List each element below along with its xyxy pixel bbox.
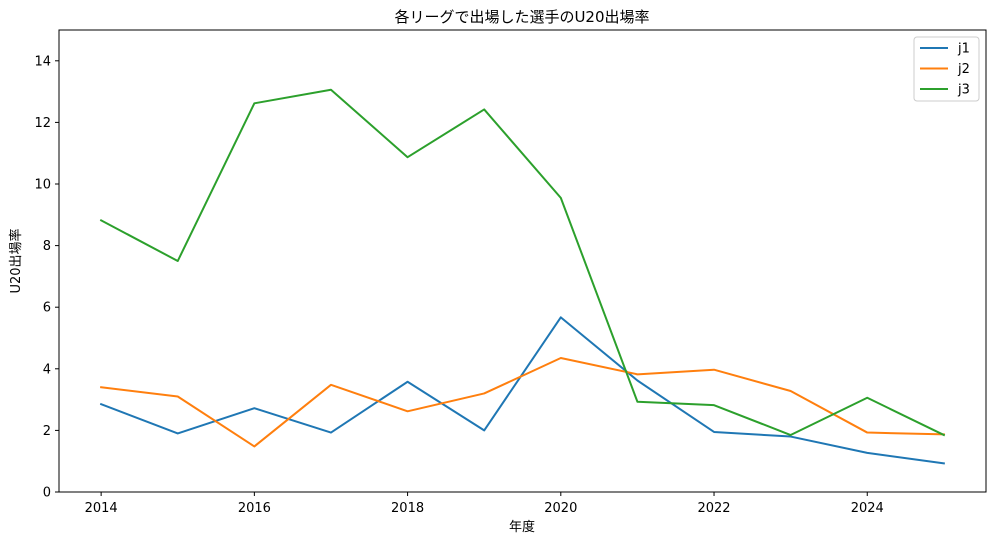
series-line-j3 — [99, 88, 946, 437]
x-axis: 2014 2016 2018 2020 2022 2024 — [85, 492, 884, 516]
plot-frame — [58, 29, 987, 493]
legend-label-j2: j2 — [957, 62, 970, 77]
x-tick-label: 2018 — [391, 501, 424, 516]
x-axis-label: 年度 — [509, 519, 535, 535]
x-tick-label: 2022 — [697, 501, 730, 516]
y-tick-label: 12 — [34, 116, 51, 131]
legend-label-j3: j3 — [957, 83, 970, 98]
series-lines — [99, 88, 946, 465]
legend: j1 j2 j3 — [913, 36, 980, 102]
y-tick-label: 6 — [43, 301, 51, 316]
legend-label-j1: j1 — [957, 42, 970, 57]
y-tick-label: 8 — [43, 239, 51, 254]
x-tick-label: 2016 — [238, 501, 271, 516]
y-tick-label: 0 — [43, 486, 51, 501]
y-tick-label: 2 — [43, 424, 51, 439]
y-tick-label: 4 — [43, 362, 51, 377]
y-axis-label: U20出場率 — [8, 228, 24, 293]
y-tick-label: 10 — [34, 178, 51, 193]
y-tick-label: 14 — [34, 54, 51, 69]
x-tick-label: 2014 — [85, 501, 118, 516]
x-tick-label: 2024 — [851, 501, 884, 516]
series-line-j2 — [100, 357, 945, 448]
series-line-j1 — [99, 316, 945, 465]
x-tick-label: 2020 — [544, 501, 577, 516]
chart-title: 各リーグで出場した選手のU20出場率 — [394, 8, 649, 26]
y-axis: 0 2 4 6 8 10 12 14 — [34, 54, 59, 501]
